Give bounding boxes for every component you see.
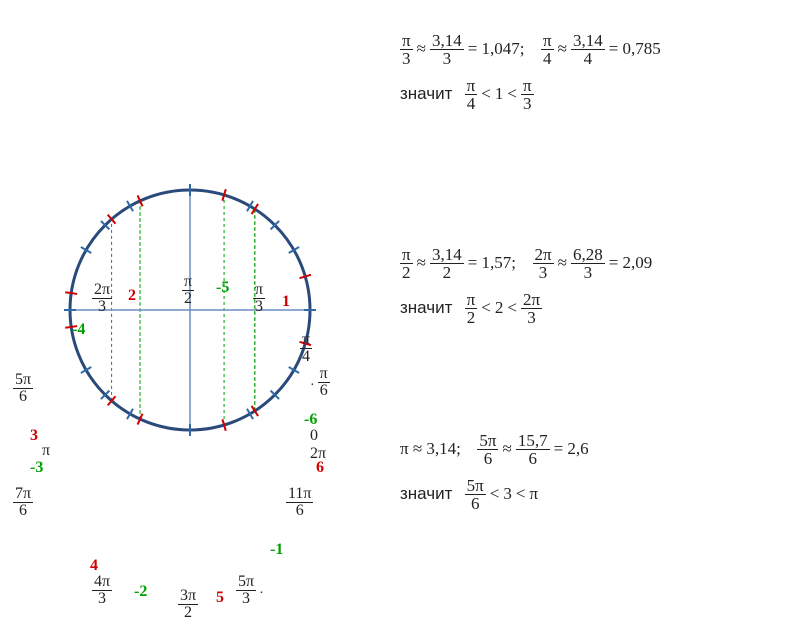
unit-circle-svg xyxy=(30,150,350,470)
equation-block-3: π ≈ 3,14; 5π6≈15,76= 2,6значит 5π6<3<π xyxy=(400,432,589,520)
equation-block-1: π3≈3,143= 1,047; π4≈3,144= 0,785значит π… xyxy=(400,32,661,120)
unit-circle-diagram: ·π6π4π3π22π35π67π64π33π25π3·11π6π02π1234… xyxy=(30,150,330,450)
equation-block-2: π2≈3,142= 1,57; 2π3≈6,283= 2,09значит π2… xyxy=(400,246,652,334)
